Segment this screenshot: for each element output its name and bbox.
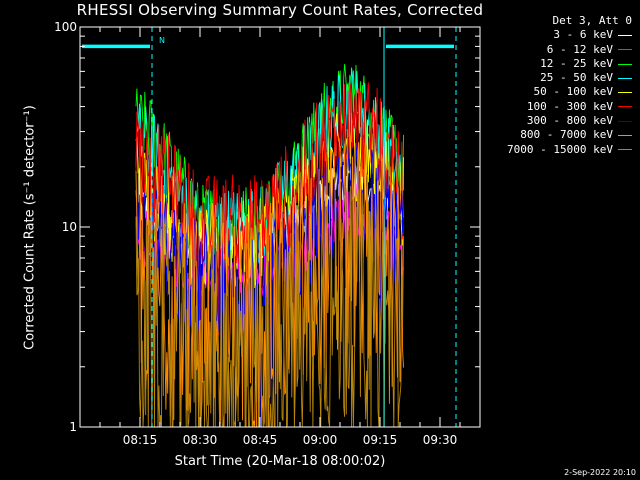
series-line-100-300-kev bbox=[135, 82, 404, 366]
series-line-800-7000-kev bbox=[135, 129, 404, 428]
legend-swatch bbox=[618, 120, 632, 122]
x-tick-label: 08:30 bbox=[183, 433, 218, 447]
legend-label: 3 - 6 keV bbox=[553, 28, 613, 42]
legend-swatch bbox=[618, 135, 632, 137]
x-axis-label: Start Time (20-Mar-18 08:00:02) bbox=[174, 454, 386, 469]
x-tick-label: 09:30 bbox=[423, 433, 458, 447]
marker-label: N bbox=[159, 36, 165, 45]
legend-swatch bbox=[618, 63, 632, 65]
legend-item: 25 - 50 keV bbox=[472, 71, 632, 85]
legend-swatch bbox=[618, 106, 632, 108]
x-tick-label: 09:00 bbox=[303, 433, 338, 447]
legend-swatch bbox=[618, 34, 632, 36]
legend-swatch bbox=[618, 92, 632, 94]
legend-item: 6 - 12 keV bbox=[472, 43, 632, 57]
chart-title: RHESSI Observing Summary Count Rates, Co… bbox=[76, 1, 484, 19]
legend-label: 50 - 100 keV bbox=[533, 85, 613, 99]
legend-label: 7000 - 15000 keV bbox=[507, 142, 613, 156]
legend-item: 7000 - 15000 keV bbox=[472, 143, 632, 157]
legend-item: 800 - 7000 keV bbox=[472, 128, 632, 142]
y-tick-label: 100 bbox=[54, 20, 77, 34]
legend-label: 800 - 7000 keV bbox=[520, 128, 613, 142]
legend-header: Det 3, Att 0 bbox=[552, 14, 632, 27]
legend: Det 3, Att 0 3 - 6 keV 6 - 12 keV 12 - 25 … bbox=[472, 14, 632, 157]
y-tick-label: 1 bbox=[69, 420, 77, 434]
legend-item: 50 - 100 keV bbox=[472, 85, 632, 99]
x-tick-label: 08:45 bbox=[243, 433, 278, 447]
timestamp: 2-Sep-2022 20:10 bbox=[564, 468, 636, 477]
legend-swatch bbox=[618, 77, 632, 79]
legend-swatch bbox=[618, 49, 632, 51]
legend-label: 25 - 50 keV bbox=[540, 71, 613, 85]
legend-label: 12 - 25 keV bbox=[540, 56, 613, 70]
legend-label: 100 - 300 keV bbox=[526, 99, 613, 113]
legend-swatch bbox=[618, 149, 632, 151]
legend-item: 100 - 300 keV bbox=[472, 100, 632, 114]
legend-item: 12 - 25 keV bbox=[472, 57, 632, 71]
x-tick-label: 08:15 bbox=[123, 433, 158, 447]
legend-item: 3 - 6 keV bbox=[472, 28, 632, 42]
x-tick-label: 09:15 bbox=[363, 433, 398, 447]
legend-label: 6 - 12 keV bbox=[546, 42, 613, 56]
y-axis-label: Corrected Count Rate (s⁻¹ detector⁻¹) bbox=[22, 105, 38, 350]
legend-label: 300 - 800 keV bbox=[526, 114, 613, 128]
y-tick-label: 10 bbox=[62, 220, 77, 234]
legend-item: 300 - 800 keV bbox=[472, 114, 632, 128]
